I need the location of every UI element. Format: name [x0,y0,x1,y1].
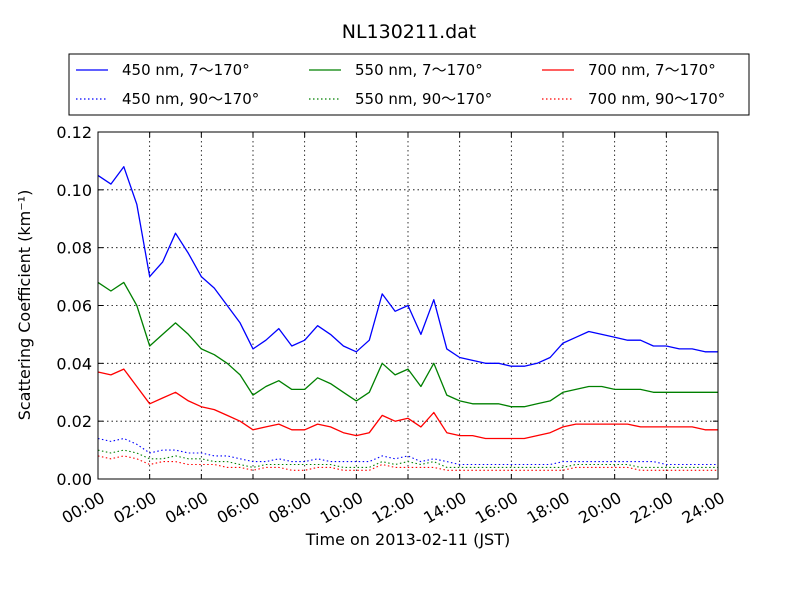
chart-title: NL130211.dat [342,21,477,43]
x-axis: 00:00 02:00 04:00 06:00 08:00 10:00 12:00 14:00… [59,132,728,528]
y-tick-label: 0.08 [56,239,92,258]
x-tick-label: 16:00 [472,488,521,528]
y-tick-label: 0.04 [56,354,92,373]
y-tick-label: 0.06 [56,297,92,316]
series-line-2 [97,368,718,440]
y-tick-label: 0.10 [56,181,92,200]
y-tick-label: 0.00 [56,470,92,489]
series-line-1 [97,281,718,408]
series-line-3 [97,437,718,466]
legend-label-4: 550 nm, 90～170° [355,90,492,108]
legend-label-0: 450 nm, 7～170° [122,61,250,79]
x-tick-label: 20:00 [575,488,624,528]
x-tick-label: 22:00 [627,488,676,528]
x-tick-label: 10:00 [317,488,366,528]
legend-label-5: 700 nm, 90～170° [588,90,725,108]
x-tick-label: 14:00 [420,488,469,528]
y-tick-label: 0.12 [56,123,92,142]
x-tick-label: 24:00 [679,488,728,528]
legend: 450 nm, 7～170° 550 nm, 7～170° 700 nm, 7～17… [68,53,750,116]
x-tick-label: 00:00 [59,488,108,528]
grid [98,132,718,479]
legend-box [68,53,750,116]
x-tick-label: 06:00 [214,488,263,528]
y-axis-label: Scattering Coefficient (km⁻¹) [15,190,34,421]
series-line-0 [97,166,718,367]
y-tick-label: 0.02 [56,412,92,431]
legend-label-1: 550 nm, 7～170° [355,61,483,79]
series-line-5 [97,455,718,471]
x-tick-label: 08:00 [265,488,314,528]
legend-label-3: 450 nm, 90～170° [122,90,259,108]
x-tick-label: 02:00 [110,488,159,528]
x-axis-label: Time on 2013-02-11 (JST) [305,530,510,549]
series-group [97,166,718,471]
x-tick-label: 12:00 [369,488,418,528]
x-tick-label: 04:00 [162,488,211,528]
y-axis: 0.00 0.02 0.04 0.06 0.08 0.10 0.12 [56,123,718,489]
x-tick-label: 18:00 [524,488,573,528]
legend-label-2: 700 nm, 7～170° [588,61,716,79]
series-line-4 [97,449,718,468]
